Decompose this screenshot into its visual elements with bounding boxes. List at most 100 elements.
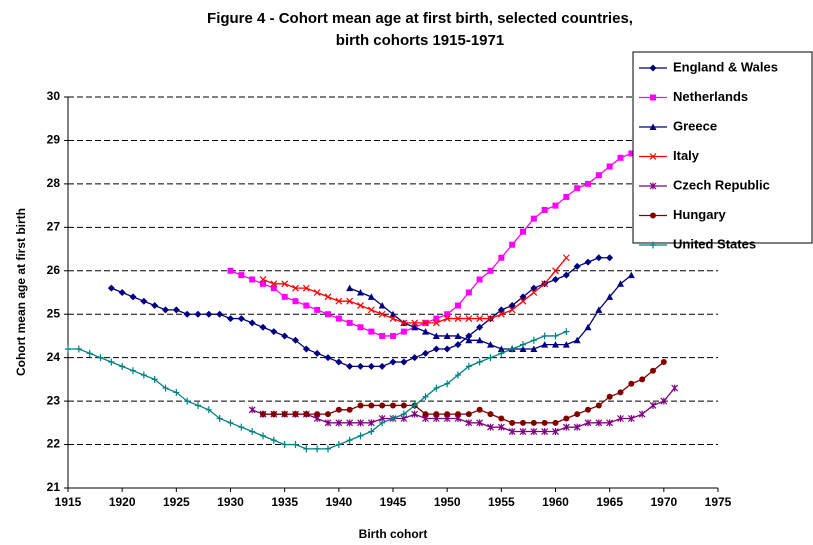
marker (86, 349, 93, 357)
marker (650, 241, 656, 249)
marker (530, 419, 537, 426)
marker (649, 182, 657, 190)
marker (227, 267, 234, 274)
marker (595, 402, 602, 409)
marker (97, 354, 104, 362)
marker (389, 315, 397, 322)
marker (411, 401, 418, 409)
marker (552, 332, 559, 340)
x-tick-label: 1955 (488, 495, 515, 509)
marker (552, 428, 559, 436)
marker (497, 423, 505, 431)
marker (270, 328, 278, 336)
marker (552, 419, 559, 426)
marker (476, 336, 484, 344)
x-tick-label: 1930 (217, 495, 244, 509)
x-tick-label: 1960 (542, 495, 569, 509)
y-tick-label: 21 (47, 480, 61, 494)
marker (487, 341, 494, 348)
marker (509, 419, 516, 426)
marker (260, 411, 266, 418)
marker (346, 362, 354, 370)
x-tick-label: 1970 (650, 495, 677, 509)
marker (335, 406, 342, 413)
marker (650, 367, 656, 374)
marker (519, 345, 527, 352)
marker (541, 206, 548, 213)
legend-label: Italy (673, 148, 700, 163)
marker (378, 310, 386, 318)
marker (443, 315, 451, 322)
marker (432, 319, 440, 327)
series-line (230, 152, 632, 337)
marker (563, 328, 570, 336)
marker (585, 406, 591, 413)
marker (389, 310, 397, 318)
y-tick-label: 28 (47, 176, 61, 190)
marker (281, 332, 289, 340)
marker (205, 406, 212, 414)
marker (595, 254, 603, 262)
marker (205, 310, 213, 318)
marker (368, 328, 375, 335)
x-tick-label: 1950 (434, 495, 461, 509)
marker (519, 428, 527, 436)
marker (270, 411, 277, 418)
marker (487, 423, 494, 431)
x-tick-label: 1920 (109, 495, 136, 509)
marker (400, 402, 407, 409)
marker (270, 280, 278, 288)
marker (650, 212, 656, 219)
legend-box (632, 51, 813, 244)
marker (335, 358, 343, 366)
x-tick-label: 1925 (163, 495, 190, 509)
legend-label: Netherlands (673, 89, 748, 104)
marker (509, 345, 516, 353)
marker (314, 445, 321, 453)
marker (573, 336, 581, 344)
marker (638, 410, 646, 418)
marker (584, 323, 592, 331)
marker (606, 393, 613, 400)
marker (639, 376, 646, 383)
marker (325, 411, 331, 418)
marker (248, 319, 256, 327)
marker (465, 332, 473, 340)
marker (508, 428, 516, 436)
marker (195, 401, 201, 409)
marker (346, 297, 354, 305)
marker (65, 345, 71, 353)
marker (617, 414, 624, 422)
marker (476, 419, 484, 427)
marker (302, 345, 310, 353)
marker (627, 271, 635, 279)
marker (281, 411, 288, 418)
marker (368, 428, 375, 436)
marker (433, 411, 440, 418)
marker (248, 406, 256, 414)
marker (530, 336, 537, 344)
marker (520, 228, 526, 235)
x-tick-label: 1915 (55, 495, 82, 509)
marker (671, 384, 679, 392)
marker (357, 302, 364, 309)
marker (259, 323, 267, 331)
marker (562, 341, 570, 348)
marker (411, 319, 419, 327)
marker (162, 306, 169, 314)
y-tick-label: 26 (47, 263, 61, 277)
marker (595, 306, 603, 313)
marker (660, 397, 668, 405)
marker (259, 276, 267, 283)
marker (162, 384, 169, 392)
marker (487, 354, 494, 362)
marker (346, 406, 353, 413)
chart-title: Figure 4 - Cohort mean age at first birt… (207, 10, 633, 49)
marker (432, 345, 440, 353)
marker (541, 341, 549, 348)
marker (292, 284, 299, 292)
marker (563, 193, 570, 200)
marker (443, 332, 451, 339)
marker (552, 267, 559, 275)
